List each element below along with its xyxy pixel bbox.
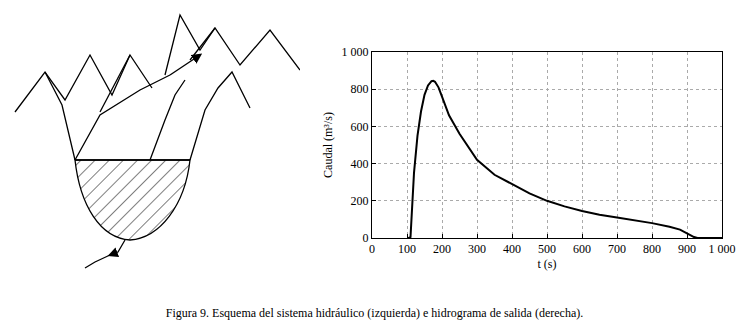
html-text:Figura 9. Esquema del sistema: Figura 9. Esquema del sistema hidráulico… [165,306,584,320]
svg-text:400: 400 [351,157,369,171]
svg-text:0: 0 [369,242,375,256]
svg-text:t (s): t (s) [538,257,557,271]
svg-text:800: 800 [643,242,661,256]
svg-text:0: 0 [363,231,369,245]
svg-text:900: 900 [678,242,696,256]
svg-text:700: 700 [608,242,626,256]
svg-text:400: 400 [503,242,521,256]
svg-text:500: 500 [538,242,556,256]
svg-text:200: 200 [351,194,369,208]
svg-text:300: 300 [468,242,486,256]
svg-text:1 000: 1 000 [342,45,369,59]
svg-text:Caudal (m³/s): Caudal (m³/s) [321,112,335,178]
svg-text:800: 800 [351,82,369,96]
svg-text:200: 200 [433,242,451,256]
svg-text:600: 600 [351,120,369,134]
svg-text:1 000: 1 000 [709,242,736,256]
svg-text:600: 600 [573,242,591,256]
svg-text:100: 100 [398,242,416,256]
